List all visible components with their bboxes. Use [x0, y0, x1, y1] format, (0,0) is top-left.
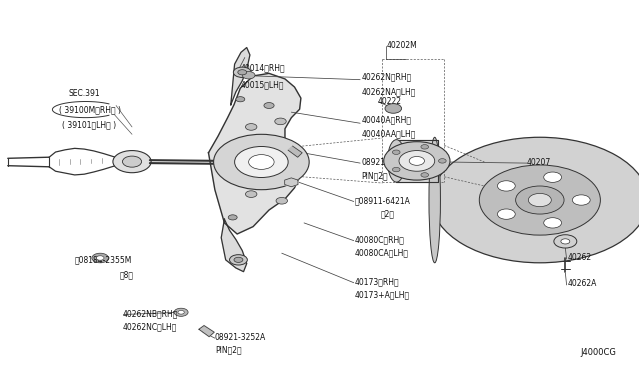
Circle shape [479, 165, 600, 235]
Circle shape [497, 181, 515, 191]
Circle shape [234, 67, 251, 77]
Circle shape [234, 257, 243, 262]
Circle shape [409, 157, 424, 165]
Circle shape [392, 150, 400, 154]
Circle shape [238, 70, 246, 75]
Text: 〈2〉: 〈2〉 [381, 209, 394, 218]
Circle shape [385, 104, 401, 113]
Circle shape [529, 193, 551, 207]
Circle shape [230, 255, 247, 265]
Text: 40014〈RH〉: 40014〈RH〉 [241, 63, 285, 72]
Polygon shape [288, 146, 302, 157]
Circle shape [384, 142, 450, 180]
Text: 40040AA〈LH〉: 40040AA〈LH〉 [362, 130, 416, 139]
Polygon shape [285, 178, 298, 187]
Text: PIN〈2〉: PIN〈2〉 [362, 171, 388, 180]
Circle shape [572, 195, 590, 205]
Text: SEC.391: SEC.391 [68, 89, 100, 98]
Text: 40015〈LH〉: 40015〈LH〉 [241, 80, 284, 89]
Text: 40202M: 40202M [387, 41, 418, 50]
Text: ⓝ08184-2355M: ⓝ08184-2355M [75, 255, 132, 264]
Text: 40040A〈RH〉: 40040A〈RH〉 [362, 115, 412, 124]
Text: 40262N〈RH〉: 40262N〈RH〉 [362, 73, 412, 81]
Circle shape [248, 155, 274, 169]
Circle shape [236, 97, 245, 102]
Polygon shape [221, 219, 246, 272]
Circle shape [276, 198, 287, 204]
Text: 40080C〈RH〉: 40080C〈RH〉 [355, 235, 405, 244]
Circle shape [544, 172, 561, 182]
Text: 40262NC〈LH〉: 40262NC〈LH〉 [122, 323, 177, 331]
Text: 40080CA〈LH〉: 40080CA〈LH〉 [355, 249, 409, 258]
Circle shape [561, 239, 570, 244]
Circle shape [421, 145, 429, 149]
Text: 40262A: 40262A [567, 279, 596, 288]
Text: 40173+A〈LH〉: 40173+A〈LH〉 [355, 291, 410, 299]
Circle shape [431, 137, 640, 263]
Polygon shape [209, 73, 301, 234]
Circle shape [122, 156, 141, 167]
Text: 08921-3252A: 08921-3252A [362, 157, 413, 167]
Circle shape [178, 310, 184, 314]
Text: 40262NB〈RH〉: 40262NB〈RH〉 [122, 309, 178, 318]
Text: ( 39100M〈RH〉 ): ( 39100M〈RH〉 ) [59, 106, 121, 115]
Text: ⓝ08911-6421A: ⓝ08911-6421A [355, 196, 411, 205]
Ellipse shape [429, 137, 440, 263]
Circle shape [246, 191, 257, 198]
Circle shape [516, 186, 564, 214]
Text: PIN〈2〉: PIN〈2〉 [215, 346, 241, 355]
Polygon shape [396, 140, 438, 182]
Polygon shape [199, 326, 214, 337]
Circle shape [438, 159, 446, 163]
Circle shape [113, 151, 151, 173]
Text: J4000CG: J4000CG [580, 347, 616, 357]
Text: ( 39101〈LH〉 ): ( 39101〈LH〉 ) [62, 121, 116, 129]
Circle shape [92, 253, 108, 263]
Text: 40262NA〈LH〉: 40262NA〈LH〉 [362, 87, 416, 96]
Circle shape [264, 103, 274, 109]
Circle shape [421, 173, 429, 177]
Circle shape [399, 151, 435, 171]
Text: 40222: 40222 [378, 97, 401, 106]
Ellipse shape [388, 140, 405, 182]
Circle shape [246, 124, 257, 130]
Text: 〈8〉: 〈8〉 [119, 270, 133, 279]
Circle shape [97, 256, 104, 260]
Text: 40173〈RH〉: 40173〈RH〉 [355, 278, 399, 286]
Circle shape [544, 218, 561, 228]
Text: 40207: 40207 [527, 157, 551, 167]
Text: 08921-3252A: 08921-3252A [215, 333, 266, 342]
Polygon shape [231, 48, 250, 105]
Circle shape [554, 235, 577, 248]
Circle shape [174, 308, 188, 316]
Text: 40262: 40262 [567, 253, 591, 263]
Circle shape [228, 215, 237, 220]
Circle shape [392, 167, 400, 172]
Circle shape [214, 134, 309, 190]
Circle shape [235, 147, 288, 177]
Circle shape [497, 209, 515, 219]
Circle shape [275, 118, 286, 125]
Circle shape [243, 71, 255, 79]
